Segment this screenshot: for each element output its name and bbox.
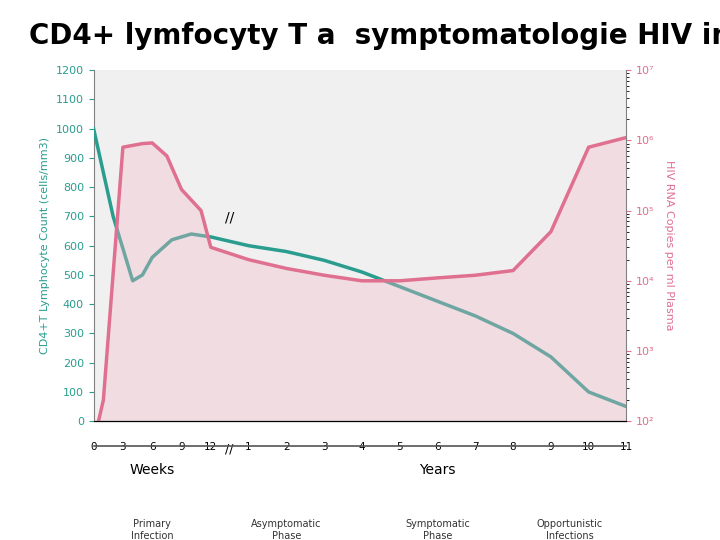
Text: 8: 8 bbox=[510, 442, 516, 453]
Text: Primary
Infection: Primary Infection bbox=[131, 519, 174, 540]
Text: 10: 10 bbox=[582, 442, 595, 453]
Text: 12: 12 bbox=[204, 442, 217, 453]
Text: 9: 9 bbox=[547, 442, 554, 453]
Text: Weeks: Weeks bbox=[130, 463, 175, 477]
Text: 4: 4 bbox=[359, 442, 365, 453]
Text: Symptomatic
Phase: Symptomatic Phase bbox=[405, 519, 470, 540]
Text: 3: 3 bbox=[321, 442, 328, 453]
Text: 7: 7 bbox=[472, 442, 479, 453]
Text: Asymptomatic
Phase: Asymptomatic Phase bbox=[251, 519, 322, 540]
Text: 11: 11 bbox=[620, 442, 633, 453]
Text: 1: 1 bbox=[246, 442, 252, 453]
Text: Years: Years bbox=[419, 463, 456, 477]
Y-axis label: HIV RNA Copies per ml Plasma: HIV RNA Copies per ml Plasma bbox=[664, 160, 674, 331]
Text: CD4+ lymfocyty T a  symptomatologie HIV infekce: CD4+ lymfocyty T a symptomatologie HIV i… bbox=[29, 22, 720, 50]
Y-axis label: CD4+T Lymphocyte Count (cells/mm3): CD4+T Lymphocyte Count (cells/mm3) bbox=[40, 137, 50, 354]
Text: //: // bbox=[225, 211, 234, 225]
Text: Opportunistic
Infections: Opportunistic Infections bbox=[536, 519, 603, 540]
Text: 2: 2 bbox=[283, 442, 289, 453]
Text: 3: 3 bbox=[120, 442, 126, 453]
Text: 6: 6 bbox=[434, 442, 441, 453]
Text: 9: 9 bbox=[178, 442, 185, 453]
Text: //: // bbox=[225, 442, 234, 455]
Text: 0: 0 bbox=[90, 442, 97, 453]
Text: 5: 5 bbox=[397, 442, 403, 453]
Text: 6: 6 bbox=[149, 442, 156, 453]
